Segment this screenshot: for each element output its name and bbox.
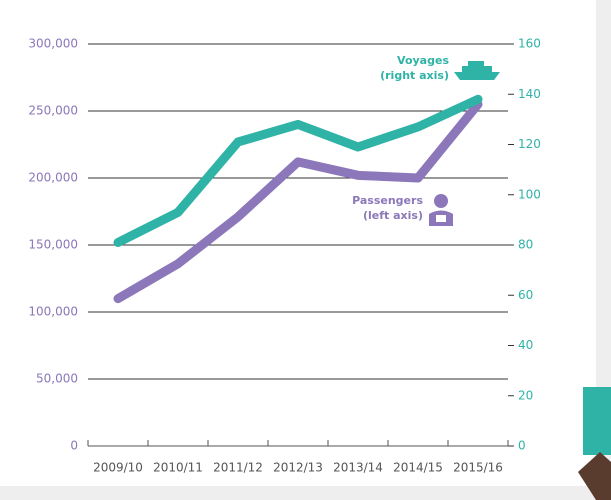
series-line [113, 99, 483, 304]
annotation: Passengers [352, 194, 423, 207]
x-tick-label: 2013/14 [333, 461, 383, 475]
x-tick-label: 2014/15 [393, 461, 443, 475]
annotation: (right axis) [380, 69, 449, 82]
y-tick-label: 200,000 [28, 171, 78, 185]
side-strip [596, 0, 611, 500]
y2-tick-label: 100 [518, 187, 541, 201]
y2-tick-label: 80 [518, 238, 533, 252]
ship-icon [454, 61, 500, 80]
passenger-icon [429, 194, 453, 226]
annotation: Voyages [397, 54, 449, 67]
y-tick-label: 150,000 [28, 238, 78, 252]
y2-tick-label: 20 [518, 388, 533, 402]
y2-tick-label: 60 [518, 288, 533, 302]
decor-shape [578, 452, 611, 500]
y-tick-label: 50,000 [36, 372, 78, 386]
y-tick-label: 0 [70, 439, 78, 453]
annotation: (left axis) [363, 209, 423, 222]
x-tick-label: 2009/10 [93, 461, 143, 475]
bottom-strip [0, 486, 611, 500]
x-tick-label: 2010/11 [153, 461, 203, 475]
y2-tick-label: 140 [518, 87, 541, 101]
y2-tick-label: 40 [518, 338, 533, 352]
decor-block [583, 387, 611, 455]
y-tick-label: 100,000 [28, 305, 78, 319]
series-line [113, 94, 483, 247]
x-tick-label: 2012/13 [273, 461, 323, 475]
x-tick-label: 2015/16 [453, 461, 503, 475]
y2-tick-label: 120 [518, 137, 541, 151]
y2-tick-label: 160 [518, 37, 541, 51]
y-tick-label: 300,000 [28, 37, 78, 51]
x-tick-label: 2011/12 [213, 461, 263, 475]
y-tick-label: 250,000 [28, 104, 78, 118]
y2-tick-label: 0 [518, 439, 526, 453]
